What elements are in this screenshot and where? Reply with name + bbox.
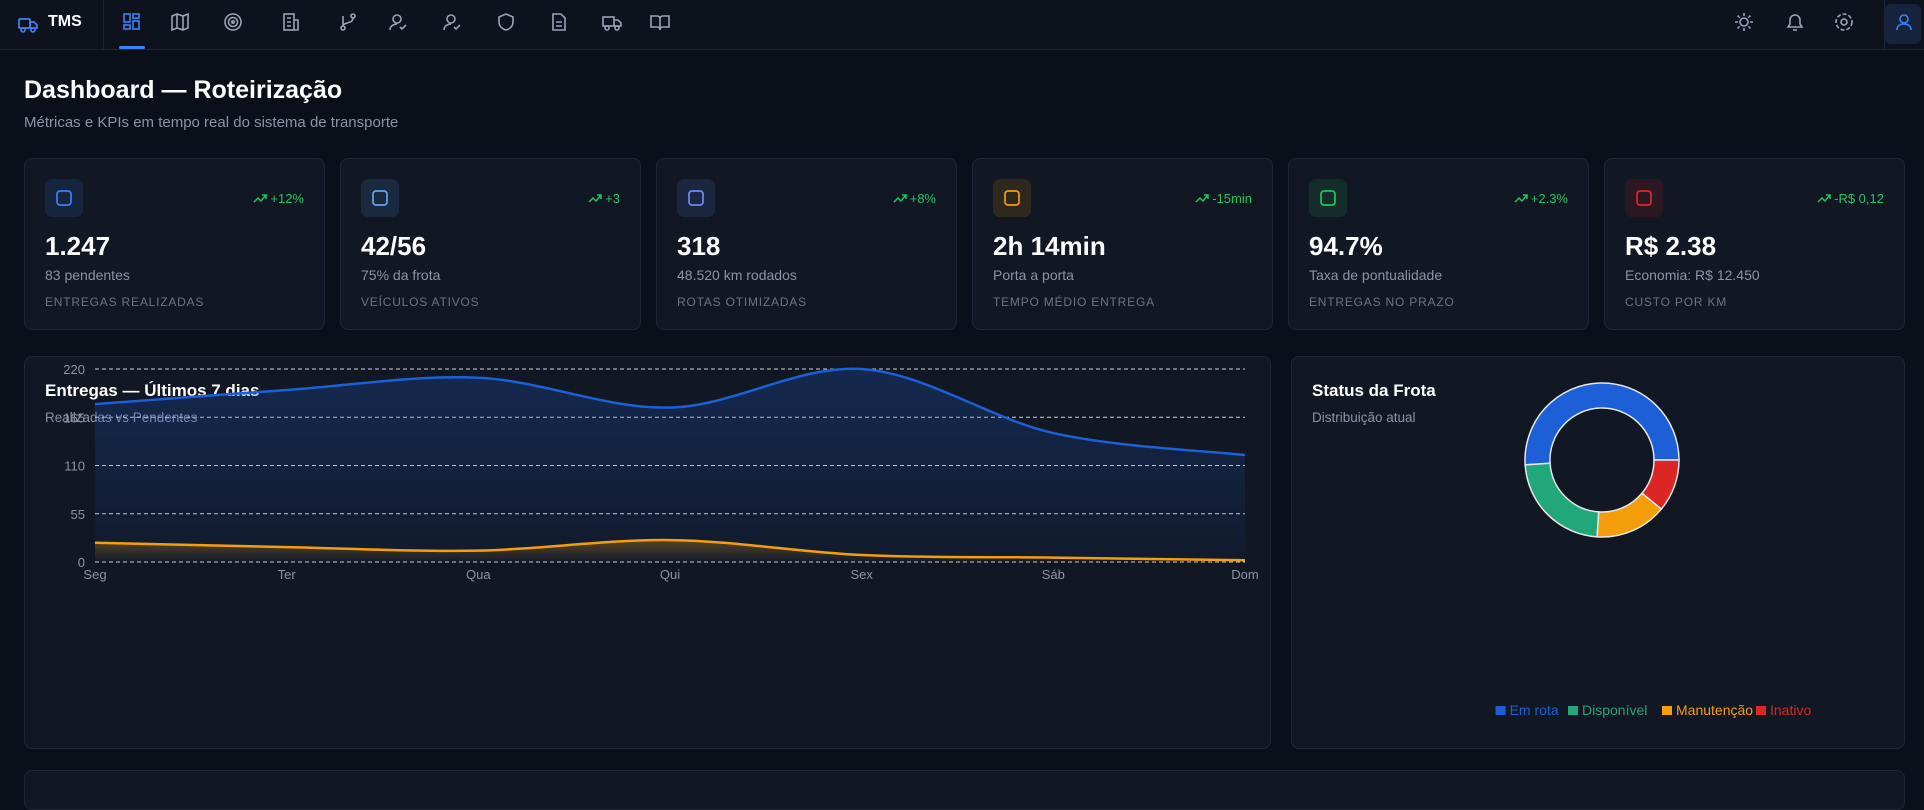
nav-dashboard[interactable] [122,12,142,32]
kpi-card: +3 42/56 75% da frota VEÍCULOS ATIVOS [340,158,641,330]
kpi-value: 42/56 [361,231,427,261]
x-tick-label: Seg [83,567,106,582]
kpi-detail: 48.520 km rodados [677,267,797,283]
legend-swatch [1662,706,1672,715]
kpi-trend-text: +3 [605,191,620,206]
kpi-trend: +8% [893,191,936,206]
kpi-label: CUSTO POR KM [1625,295,1728,309]
kpi-label: ROTAS OTIMIZADAS [677,295,807,309]
kpi-icon [677,179,715,217]
kpi-trend-text: +12% [270,191,304,206]
kpi-label: TEMPO MÉDIO ENTREGA [993,295,1155,309]
kpi-card: -R$ 0,12 R$ 2.38 Economia: R$ 12.450 CUSTO … [1604,158,1905,330]
kpi-card: +8% 318 48.520 km rodados ROTAS OTIMIZADAS [656,158,957,330]
kpi-detail: Taxa de pontualidade [1309,267,1443,283]
kpi-icon [993,179,1031,217]
kpi-card: +2.3% 94.7% Taxa de pontualidade ENTREGAS N… [1288,158,1589,330]
kpi-label: VEÍCULOS ATIVOS [361,295,480,309]
chart-title: Status da Frota [1312,381,1436,400]
brand[interactable]: TMS [48,13,82,30]
kpi-icon [45,179,83,217]
legend-label: Em rota [1510,702,1559,718]
series-line [94,367,1246,457]
nav-actions[interactable] [1734,12,1894,34]
kpi-value: 94.7% [1309,231,1383,261]
chart-subtitle: Distribuição atual [1312,410,1416,425]
legend-label: Manutenção [1676,702,1753,718]
kpi-icon [361,179,399,217]
y-tick-label: 165 [63,410,85,425]
kpi-trend-text: -R$ 0,12 [1834,191,1884,206]
y-tick-label: 0 [78,555,85,570]
y-tick-label: 55 [71,507,85,522]
x-tick-label: Qua [466,567,491,582]
kpi-label: ENTREGAS NO PRAZO [1309,295,1455,309]
kpi-label: ENTREGAS REALIZADAS [45,295,205,309]
kpi-detail: 75% da frota [361,267,441,283]
kpi-card: +12% 1.247 83 pendentes ENTREGAS REALIZADAS [24,158,325,330]
area-fill [95,540,1245,562]
top-nav: TMS [0,0,1924,50]
nav-icons[interactable] [170,12,710,34]
kpi-trend: +3 [588,191,620,206]
chart-card [1291,356,1905,749]
x-tick-label: Dom [1231,567,1258,582]
user-icon[interactable] [1894,12,1914,34]
brand-icon [18,18,38,33]
kpi-trend: +2.3% [1514,191,1568,206]
x-tick-label: Qui [660,567,680,582]
y-tick-label: 110 [64,459,85,474]
x-tick-label: Sex [850,567,873,582]
area-fill [95,368,1245,562]
x-tick-label: Ter [278,567,297,582]
donut-slice [1641,459,1680,511]
kpi-detail: Porta a porta [993,267,1074,283]
kpi-trend: +12% [253,191,304,206]
kpi-value: 1.247 [45,231,111,261]
legend-label: Disponível [1582,702,1647,718]
kpi-trend-text: +2.3% [1530,191,1568,206]
kpi-card: -15min 2h 14min Porta a porta TEMPO MÉDIO E… [972,158,1273,330]
kpi-icon [1309,179,1347,217]
x-tick-label: Sáb [1042,567,1065,582]
kpi-icon [1625,179,1663,217]
legend-swatch [1568,706,1578,715]
active-indicator [119,46,145,49]
kpi-detail: 83 pendentes [45,267,130,283]
y-tick-label: 220 [63,362,85,377]
legend-swatch [1756,706,1766,715]
kpi-trend-text: +8% [909,191,936,206]
series-line [94,538,1246,562]
legend-label: Inativo [1770,702,1811,718]
kpi-trend: -15min [1195,191,1252,206]
kpi-detail: Economia: R$ 12.450 [1625,267,1760,283]
kpi-trend-text: -15min [1212,191,1252,206]
page-title: Dashboard — Roteirização [24,76,343,104]
kpi-value: R$ 2.38 [1625,231,1717,261]
donut-slice [1524,382,1680,466]
donut-slice [1524,462,1600,538]
kpi-trend: -R$ 0,12 [1817,191,1884,206]
page-subtitle: Métricas e KPIs em tempo real do sistema… [24,114,399,131]
kpi-value: 2h 14min [993,231,1106,261]
kpi-value: 318 [677,231,721,261]
legend-swatch [1495,706,1506,715]
